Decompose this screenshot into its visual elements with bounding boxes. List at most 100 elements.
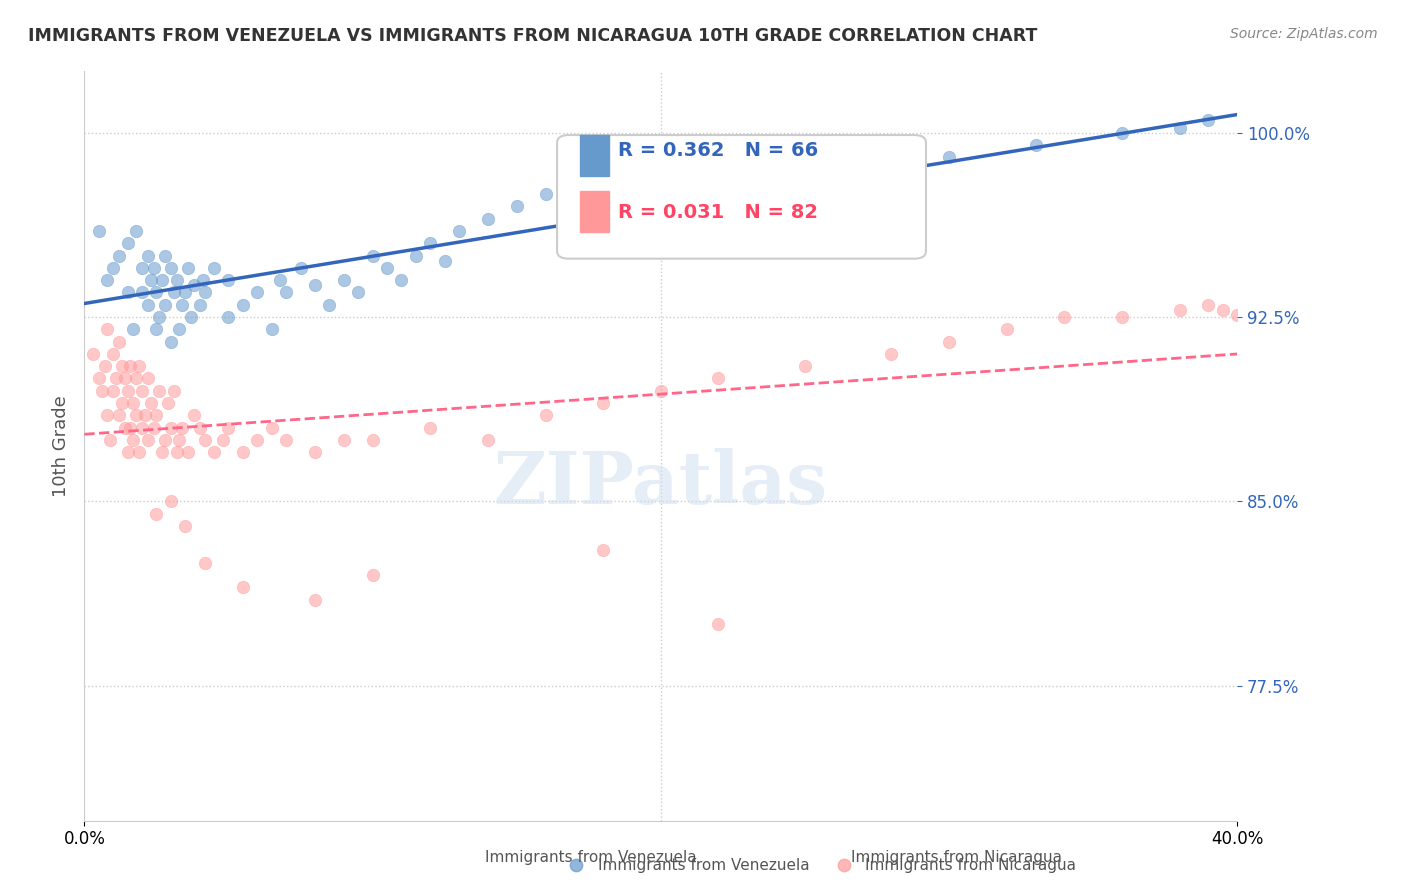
Point xyxy=(163,384,186,398)
Point xyxy=(103,384,124,398)
Point xyxy=(880,347,903,361)
Point xyxy=(153,249,176,263)
Text: Source: ZipAtlas.com: Source: ZipAtlas.com xyxy=(1230,27,1378,41)
Point xyxy=(290,260,312,275)
Point xyxy=(139,273,162,287)
Point xyxy=(188,420,211,434)
Point xyxy=(150,445,173,459)
Point xyxy=(108,409,131,423)
Text: Immigrants from Venezuela: Immigrants from Venezuela xyxy=(598,858,810,872)
Point xyxy=(707,179,730,194)
FancyBboxPatch shape xyxy=(557,135,927,259)
Point xyxy=(128,445,150,459)
Point xyxy=(304,278,326,293)
Point xyxy=(232,298,254,312)
Point xyxy=(765,162,787,177)
Point xyxy=(169,433,191,447)
Point xyxy=(419,236,441,251)
Point xyxy=(174,285,197,300)
Point xyxy=(449,224,471,238)
Point xyxy=(117,384,139,398)
Point xyxy=(131,420,153,434)
Point xyxy=(145,409,167,423)
Point xyxy=(707,617,730,632)
Point xyxy=(103,260,124,275)
Text: Immigrants from Nicaragua: Immigrants from Nicaragua xyxy=(865,858,1076,872)
Point xyxy=(565,858,588,872)
Point xyxy=(194,285,217,300)
Point xyxy=(276,433,298,447)
Point xyxy=(361,568,384,582)
Point xyxy=(361,249,384,263)
Point xyxy=(145,507,167,521)
Text: R = 0.362   N = 66: R = 0.362 N = 66 xyxy=(619,141,818,160)
Point xyxy=(117,285,139,300)
Point xyxy=(477,433,499,447)
Point xyxy=(114,420,136,434)
Point xyxy=(172,420,194,434)
Text: Immigrants from Nicaragua: Immigrants from Nicaragua xyxy=(851,850,1062,865)
Point xyxy=(194,556,217,570)
Point xyxy=(148,384,170,398)
Point xyxy=(87,224,110,238)
Point xyxy=(650,199,672,213)
Point xyxy=(1025,138,1047,153)
Point xyxy=(111,359,134,373)
Point xyxy=(125,409,148,423)
Point xyxy=(160,420,183,434)
Point xyxy=(172,298,194,312)
Point xyxy=(1226,308,1249,322)
Point xyxy=(120,359,142,373)
Point xyxy=(114,371,136,385)
Point xyxy=(1212,302,1234,317)
Point xyxy=(246,285,269,300)
Point xyxy=(103,347,124,361)
Point xyxy=(125,224,148,238)
Point xyxy=(1168,120,1191,135)
Point xyxy=(134,409,156,423)
Point xyxy=(122,322,145,336)
Point xyxy=(938,334,960,349)
Point xyxy=(183,409,205,423)
Point xyxy=(96,322,118,336)
Point xyxy=(180,310,202,324)
Point xyxy=(82,347,104,361)
Point xyxy=(166,273,188,287)
Point xyxy=(122,396,145,410)
Text: R = 0.031   N = 82: R = 0.031 N = 82 xyxy=(619,202,818,222)
Point xyxy=(160,334,183,349)
Point xyxy=(191,273,214,287)
Point xyxy=(93,359,115,373)
Point xyxy=(564,204,586,219)
Point xyxy=(938,150,960,164)
Point xyxy=(276,285,298,300)
Point xyxy=(419,420,441,434)
Point xyxy=(333,433,356,447)
Point xyxy=(117,445,139,459)
Point xyxy=(117,236,139,251)
Point xyxy=(592,543,614,558)
Point xyxy=(232,580,254,594)
Point xyxy=(832,858,855,872)
Point xyxy=(534,409,557,423)
Point xyxy=(90,384,112,398)
Point xyxy=(1111,310,1133,324)
Point xyxy=(304,445,326,459)
Point xyxy=(1198,113,1220,128)
Point xyxy=(506,199,529,213)
Point xyxy=(304,592,326,607)
Bar xyxy=(581,191,609,233)
Point xyxy=(1168,302,1191,317)
Point xyxy=(318,298,340,312)
Point xyxy=(333,273,356,287)
Point xyxy=(1198,298,1220,312)
Y-axis label: 10th Grade: 10th Grade xyxy=(52,395,70,497)
Point xyxy=(136,298,159,312)
Point xyxy=(177,445,200,459)
Point xyxy=(183,278,205,293)
Point xyxy=(260,420,283,434)
Point xyxy=(202,260,225,275)
Point xyxy=(347,285,370,300)
Point xyxy=(131,384,153,398)
Point xyxy=(153,433,176,447)
